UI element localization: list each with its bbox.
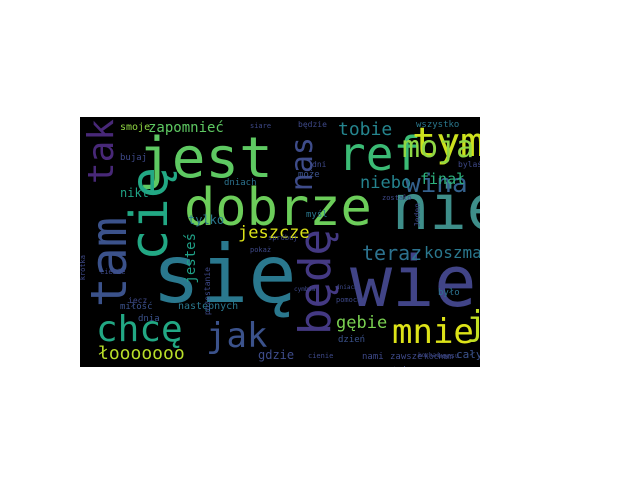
word-iecz: iecz xyxy=(128,296,148,305)
word-siare: siare xyxy=(250,122,272,130)
word-bylas: bylaś xyxy=(458,160,480,169)
word-tym: tym xyxy=(412,120,480,166)
word-gebie: gębie xyxy=(336,313,388,333)
word-niebo: niebo xyxy=(360,173,412,193)
word-jeszcze: jeszcze xyxy=(238,223,310,243)
word-dni: dni xyxy=(312,160,327,169)
word-pozostanie: pozostanie xyxy=(203,267,212,316)
word-final: finał xyxy=(420,170,466,188)
word-teraz: teraz xyxy=(362,241,423,265)
word-moja: moja xyxy=(402,130,475,165)
word-pokaz: pokaż xyxy=(250,246,272,254)
word-zapomniec: zapomnieć xyxy=(148,120,224,136)
word-jak: jak xyxy=(206,316,268,356)
word-chce: chcę xyxy=(96,309,183,350)
word-koszmaru: koszmaru xyxy=(424,243,480,262)
word-jest: jest xyxy=(138,126,273,191)
word-wina: wina xyxy=(405,169,468,199)
word-bujaj: bujaj xyxy=(120,153,148,163)
word-wersu: wersu xyxy=(438,352,460,360)
word-sprobuj: spróbuj xyxy=(268,234,298,242)
word-cymbia: cymbia xyxy=(294,286,316,293)
word-bylo: było xyxy=(438,288,460,298)
word-tylko: tylko xyxy=(188,213,225,227)
word-ciebie: ciebie xyxy=(100,268,126,276)
word-dnia: dnia xyxy=(138,314,160,324)
word-kochac-2: kochać xyxy=(418,352,440,359)
word-sie: się xyxy=(152,228,297,321)
word-krotka: krótka xyxy=(80,255,87,281)
word-tak: tak xyxy=(81,119,122,185)
word-pomoca: pomocą xyxy=(336,296,362,304)
word-bede: będę xyxy=(290,229,341,335)
word-dniach-2: dniach xyxy=(336,284,358,291)
word-cienie: cienie xyxy=(308,352,334,360)
word-bedzie: będzie xyxy=(298,120,327,129)
word-nikt: nikt xyxy=(120,186,149,200)
word-tobie: tobie xyxy=(338,119,393,140)
word-gdzie: gdzie xyxy=(258,348,295,362)
word-ref: ref xyxy=(338,127,422,181)
word-caly: cały xyxy=(456,348,480,361)
word-milosc: miłość xyxy=(120,302,153,312)
word-looooooo: łooooooo xyxy=(98,343,185,364)
word-nie: nie xyxy=(392,171,480,244)
word-nastepnych: następnych xyxy=(178,301,239,312)
word-mnie: mnie xyxy=(392,312,474,352)
word-wszystko: wszystko xyxy=(416,120,460,130)
word-jestes: jesteś xyxy=(183,233,199,284)
word-wiem: wiem xyxy=(350,241,480,323)
word-smoje: smoje xyxy=(120,122,151,133)
word-jeden: Jeden xyxy=(413,203,422,228)
word-dniach: dniach xyxy=(224,178,257,188)
word-dzien: dzień xyxy=(338,335,366,345)
word-nami: nami xyxy=(362,352,384,362)
word-juz: już xyxy=(466,304,480,344)
word-moze: może xyxy=(298,170,320,180)
word-zostalo: zostało xyxy=(382,194,412,202)
word-cloud: jest ref tym tam tak cię się dobrze nie … xyxy=(80,117,480,367)
word-mysl: myśl xyxy=(306,210,328,220)
word-kochac: kocham xyxy=(424,352,453,361)
word-zawsze: zawsze xyxy=(390,352,423,362)
word-dobrze: dobrze xyxy=(184,178,372,238)
